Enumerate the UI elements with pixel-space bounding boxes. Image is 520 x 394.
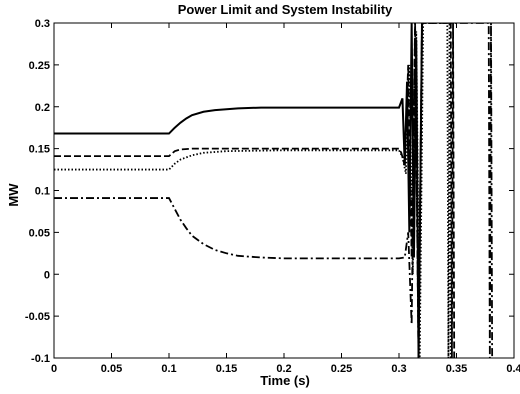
x-tick-label: 0.25 — [331, 363, 352, 375]
y-tick-label: 0.15 — [29, 144, 50, 156]
y-tick-label: 0.25 — [29, 60, 50, 72]
axis-ticks: 0 0.05 0.1 0.15 0.2 0.25 0.3 0.35 0.4 -0.1 -0.05 0 0… — [25, 18, 520, 375]
x-tick-label: 0.35 — [446, 363, 467, 375]
y-tick-label: 0.3 — [35, 18, 50, 30]
plot-area — [53, 22, 515, 359]
y-axis-label: MW — [6, 183, 21, 207]
chart-title: Power Limit and System Instability — [178, 2, 393, 17]
series-line-4 — [54, 23, 494, 358]
x-tick-label: 0.4 — [506, 363, 520, 375]
y-tick-label: -0.1 — [31, 353, 50, 365]
y-tick-label: 0 — [44, 269, 50, 281]
series-line-1 — [54, 23, 423, 358]
y-tick-label: 0.1 — [35, 186, 50, 198]
x-tick-label: 0.2 — [276, 363, 291, 375]
y-tick-label: -0.05 — [25, 311, 50, 323]
series-layer — [54, 23, 494, 358]
series-line-3 — [54, 23, 452, 358]
x-tick-label: 0.3 — [391, 363, 406, 375]
x-tick-label: 0.05 — [101, 363, 122, 375]
series-line-2 — [54, 23, 456, 358]
x-tick-label: 0.15 — [216, 363, 237, 375]
x-tick-label: 0.1 — [161, 363, 176, 375]
x-axis-label: Time (s) — [260, 373, 310, 388]
x-tick-label: 0 — [51, 363, 57, 375]
y-tick-label: 0.2 — [35, 102, 50, 114]
y-tick-label: 0.05 — [29, 227, 50, 239]
